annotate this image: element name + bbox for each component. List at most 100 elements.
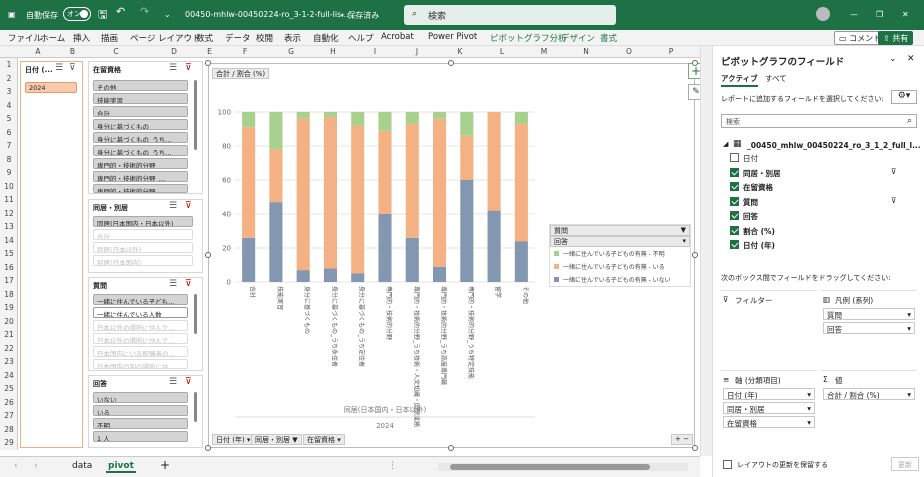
pane-options-chevron-icon[interactable]: ⌄ (889, 54, 897, 64)
slicer-item[interactable]: その他 (93, 80, 188, 91)
menu-file[interactable]: ファイル (8, 34, 43, 44)
pivot-chart[interactable]: 合計 / 割合 (%) 0 20 40 60 80 100 合計 技能実習 身分に基づくもの 身分… (208, 63, 704, 448)
redo-icon[interactable]: ↷ (140, 5, 150, 18)
row-header[interactable]: 9 (6, 168, 12, 177)
column-header[interactable]: G (288, 47, 294, 56)
slicer-scrollbar[interactable] (194, 392, 197, 422)
slicer-item[interactable]: 同居(日本国内・日本以外) (93, 216, 193, 227)
scrollbar-thumb[interactable] (450, 464, 650, 470)
slicer-date[interactable]: 日付 (... ☰ ⊽ 2024 (20, 61, 83, 448)
slicer-cohabitation[interactable]: 同居・別居 ☰ ⊽ 同居(日本国内・日本以外) 合計 別居(日本以外) 別居(日… (88, 199, 203, 273)
slicer-item[interactable]: 合計 (93, 106, 188, 117)
axis-field-residence[interactable]: 在留資格 ▾ (303, 434, 345, 445)
row-header[interactable]: 29 (4, 438, 14, 447)
field-checkbox[interactable] (730, 167, 739, 177)
legend-field-question[interactable]: 質問 ▼ (550, 225, 690, 236)
row-header[interactable]: 7 (6, 141, 12, 150)
column-header[interactable]: C (113, 47, 119, 56)
field-checkbox[interactable] (730, 211, 739, 220)
column-header[interactable]: A (35, 47, 41, 56)
row-header[interactable]: 27 (4, 411, 14, 420)
pane-close-icon[interactable]: ✕ (907, 54, 915, 64)
row-header[interactable]: 4 (6, 100, 12, 110)
multiselect-icon[interactable]: ☰ (169, 201, 178, 211)
column-header[interactable]: F (242, 47, 248, 56)
field-item[interactable]: 日付 (年) (730, 240, 775, 251)
slicer-item[interactable]: 合計 (93, 229, 193, 240)
menu-review[interactable]: 校閲 (256, 34, 274, 44)
close-icon[interactable]: ✕ (902, 10, 909, 19)
slicer-item[interactable]: 2024 (25, 82, 77, 93)
row-header[interactable]: 10 (4, 181, 14, 191)
menu-format[interactable]: 書式 (600, 34, 618, 44)
slicer-item[interactable]: 専門的・技術的分野_... (93, 184, 188, 193)
field-item[interactable]: 質問 ⊽ (730, 196, 897, 208)
resize-handle[interactable] (205, 252, 211, 258)
slicer-item[interactable]: 日本以外の場所に住んで... (93, 333, 188, 344)
multiselect-icon[interactable]: ☰ (55, 63, 64, 73)
area-axis[interactable]: ≡ 軸 (分類項目) 日付 (年) ▾ 同居・別居 ▾ 在留資格 ▾ (721, 370, 817, 446)
column-header[interactable]: D (171, 47, 177, 56)
menu-formulas[interactable]: 数式 (196, 34, 214, 44)
slicer-item[interactable]: 別居(日本以外) (93, 242, 193, 253)
multiselect-icon[interactable]: ☰ (169, 279, 178, 289)
menu-pivotchart-analyze[interactable]: ピボットグラフ分析 (490, 34, 567, 44)
row-header[interactable]: 22 (4, 343, 14, 353)
row-header[interactable]: 16 (4, 262, 14, 272)
menu-design[interactable]: デザイン (561, 34, 596, 44)
expand-collapse-buttons[interactable]: + − (671, 434, 693, 445)
slicer-item[interactable]: 身分に基づくもの (93, 119, 188, 130)
resize-handle[interactable] (692, 60, 698, 66)
tab-all[interactable]: すべて (765, 74, 787, 83)
field-filter-icon[interactable]: ⊽ (891, 195, 897, 205)
slicer-item[interactable]: いない (93, 392, 188, 403)
tab-active[interactable]: アクティブ (721, 73, 758, 87)
clear-filter-icon[interactable]: ⊽ (69, 63, 76, 73)
slicer-item[interactable]: 日本国内にいる配偶者の... (93, 346, 188, 357)
vertical-scrollbar[interactable] (700, 46, 712, 456)
undo-icon[interactable]: ↶ (116, 5, 126, 18)
slicer-item[interactable]: 身分に基づくもの_うち... (93, 145, 188, 156)
menu-draw[interactable]: 描画 (101, 34, 119, 44)
slicer-item[interactable]: 身分に基づくもの_うち... (93, 132, 188, 143)
slicer-item[interactable]: 日本以外の場所に住んで... (93, 320, 188, 331)
column-header[interactable]: K (457, 47, 463, 56)
row-header[interactable]: 14 (4, 235, 14, 245)
slicer-item[interactable]: 不明 (93, 418, 188, 429)
column-header[interactable]: E (207, 47, 212, 56)
slicer-scrollbar[interactable] (194, 294, 197, 334)
horizontal-scrollbar[interactable] (438, 463, 688, 471)
clear-filter-icon[interactable]: ⊽ (185, 63, 192, 73)
column-header[interactable]: O (626, 47, 632, 56)
slicer-answer[interactable]: 回答 ☰ ⊽ いない いる 不明 1 人 (88, 375, 203, 448)
slicer-item[interactable]: 一緒に住んでいる子ども... (93, 294, 188, 305)
prev-sheet-icon[interactable]: ‹ (14, 461, 18, 471)
slicer-item[interactable]: 日本国内の別の場所に住... (93, 359, 188, 369)
slicer-item[interactable]: 別居(日本国内) (93, 255, 193, 266)
menu-home[interactable]: ホーム (40, 34, 66, 44)
field-checkbox[interactable] (730, 240, 739, 249)
clear-filter-icon[interactable]: ⊽ (185, 377, 192, 387)
area-filters[interactable]: ⊽ フィルター (721, 290, 817, 370)
restore-icon[interactable]: ❐ (876, 10, 884, 19)
autosave-toggle[interactable]: オン (63, 7, 91, 21)
row-header[interactable]: 11 (4, 195, 14, 204)
slicer-residence-status[interactable]: 在留資格 ☰ ⊽ その他 技能実習 合計 身分に基づくもの 身分に基づくもの_う… (88, 61, 203, 194)
row-header[interactable]: 2 (6, 73, 12, 83)
resize-handle[interactable] (448, 445, 454, 451)
row-header[interactable]: 6 (6, 127, 12, 137)
qat-more-icon[interactable]: ⌄ (164, 10, 171, 19)
field-checkbox[interactable] (730, 153, 739, 162)
menu-acrobat[interactable]: Acrobat (381, 32, 414, 42)
update-button[interactable]: 更新 (891, 457, 919, 471)
field-search-input[interactable]: 検索 ⌕ (721, 114, 917, 128)
field-item[interactable]: 日付 (730, 153, 758, 164)
minimize-icon[interactable]: — (850, 10, 858, 19)
field-checkbox[interactable] (730, 182, 739, 191)
clear-filter-icon[interactable]: ⊽ (185, 279, 192, 289)
field-checkbox[interactable] (730, 225, 739, 235)
column-header[interactable]: M (540, 47, 548, 56)
table-expand-icon[interactable]: ◢ (723, 140, 729, 148)
resize-handle[interactable] (205, 60, 211, 66)
menu-help[interactable]: ヘルプ (348, 34, 374, 44)
